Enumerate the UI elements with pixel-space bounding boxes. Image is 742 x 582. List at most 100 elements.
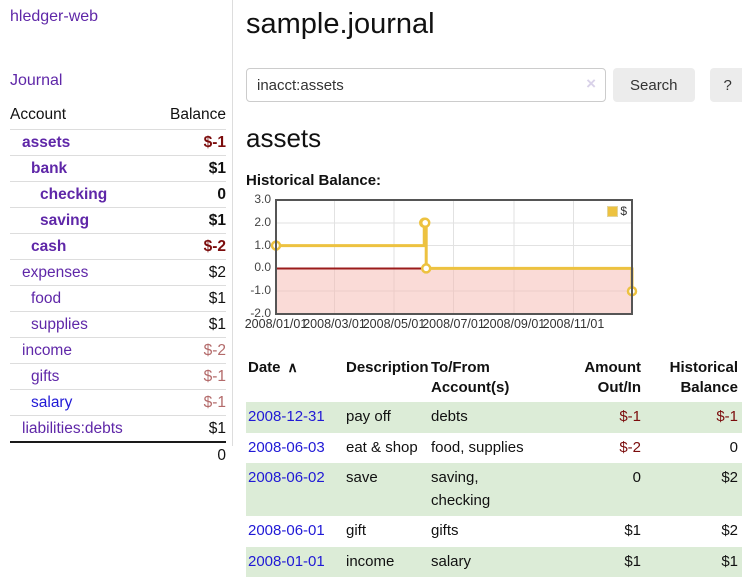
transaction-description: gift [346, 522, 367, 539]
y-axis-tick-label: 0.0 [254, 260, 271, 275]
journal-link[interactable]: Journal [10, 72, 63, 89]
account-row: assets $-1 [10, 129, 226, 156]
account-row: gifts $-1 [10, 363, 226, 390]
account-row: income $-2 [10, 337, 226, 364]
x-axis-tick-label: 2008/11/01 [542, 317, 605, 331]
account-link-food[interactable]: food [31, 289, 62, 307]
transaction-accounts: salary [431, 552, 472, 570]
account-row: supplies $1 [10, 311, 226, 338]
main-content: sample.journal × Search ? assets Histori… [233, 0, 742, 577]
x-axis-tick-label: 2008/09/01 [482, 317, 546, 331]
transaction-date-link[interactable]: 2008-06-03 [248, 438, 325, 456]
historical-balance-chart: 3.0 2.0 1.0 0.0 -1.0 -2.0 $ 2008/01/01 2008/03… [245, 192, 742, 338]
transaction-date-link[interactable]: 2008-06-01 [248, 522, 325, 539]
account-balance: $-2 [203, 237, 226, 255]
chart-section-title: Historical Balance: [246, 172, 382, 189]
x-axis-tick-label: 2008/03/01 [303, 317, 366, 331]
account-row: checking 0 [10, 181, 226, 208]
search-button[interactable]: Search [613, 68, 695, 102]
transaction-description: save [346, 469, 378, 486]
account-balance: 0 [217, 185, 226, 203]
account-row: cash $-2 [10, 233, 226, 260]
y-axis-tick-label: 1.0 [254, 237, 271, 252]
transaction-amount: $1 [624, 522, 641, 539]
transaction-balance: $1 [721, 552, 738, 570]
account-row: saving $1 [10, 207, 226, 234]
chart-canvas[interactable] [270, 199, 638, 315]
page-title: sample.journal [246, 8, 435, 40]
transaction-accounts: debts [431, 408, 468, 425]
register-col-header-description: Description [346, 359, 429, 376]
account-row: liabilities:debts $1 [10, 415, 226, 443]
balance-column-header: Balance [169, 106, 226, 123]
y-axis-tick-label: -2.0 [250, 306, 271, 320]
clear-search-icon[interactable]: × [586, 74, 596, 93]
account-link-cash[interactable]: cash [31, 237, 67, 255]
transaction-description: eat & shop [346, 438, 418, 456]
account-total-balance: 0 [154, 441, 226, 468]
account-row: salary $-1 [10, 389, 226, 416]
account-link-income[interactable]: income [22, 341, 72, 359]
transaction-row: 2008-06-02 save saving, checking 0 $2 [246, 463, 742, 516]
transaction-amount: $-2 [619, 438, 641, 456]
search-row: × Search ? [246, 68, 742, 102]
account-balance: $2 [208, 263, 226, 281]
account-balance: $-1 [203, 393, 226, 411]
account-link-liabilities-debts[interactable]: liabilities:debts [22, 419, 123, 437]
account-column-header: Account [10, 106, 67, 123]
sidebar: hledger-web Journal Account Balance asse… [0, 0, 233, 468]
transaction-date-link[interactable]: 2008-12-31 [248, 408, 325, 425]
chart-y-axis: 3.0 2.0 1.0 0.0 -1.0 -2.0 [246, 192, 276, 319]
legend-series-swatch-icon [607, 205, 619, 217]
x-axis-tick-label: 2008/01/01 [244, 317, 308, 331]
transaction-accounts: saving, checking [431, 469, 491, 509]
account-row: bank $1 [10, 155, 226, 182]
transaction-date-link[interactable]: 2008-06-02 [248, 469, 325, 486]
register-col-header-to-from: To/From Account(s) [431, 359, 510, 396]
transaction-balance: 0 [729, 438, 738, 456]
help-button[interactable]: ? [709, 68, 742, 102]
account-total-spacer [10, 441, 155, 468]
chart-legend: $ [605, 203, 629, 219]
search-input[interactable] [246, 68, 606, 102]
register-table-body: 2008-12-31 pay off debts $-1 $-1 2008-06-03 ea… [246, 402, 742, 577]
transaction-row: 2008-06-01 gift gifts $1 $2 [246, 516, 742, 547]
transaction-description: income [346, 552, 395, 570]
transaction-balance: $2 [721, 469, 738, 486]
chart-plot-area[interactable]: $ 2008/01/01 2008/03/01 2008/05/01 2008/07/… [245, 199, 638, 331]
transaction-accounts: food, supplies [431, 438, 524, 456]
x-axis-tick-label: 2008/05/01 [362, 317, 426, 331]
transaction-row: 2008-01-01 income salary $1 $1 [246, 546, 742, 577]
register-col-header-date[interactable]: Date ∧ [248, 359, 298, 376]
transaction-amount: 0 [632, 469, 641, 486]
search-field-wrapper: × [246, 68, 606, 102]
y-axis-tick-label: 3.0 [254, 192, 271, 206]
register-col-header-historical: Historical Balance [669, 359, 738, 396]
account-link-assets[interactable]: assets [22, 133, 71, 151]
chart-x-axis: 2008/01/01 2008/03/01 2008/05/01 2008/07/01… [245, 317, 632, 335]
transaction-description: pay off [346, 408, 391, 425]
transaction-amount: $1 [624, 552, 641, 570]
app-title-link[interactable]: hledger-web [10, 8, 99, 25]
transaction-date-link[interactable]: 2008-01-01 [248, 552, 325, 570]
account-link-salary[interactable]: salary [31, 393, 73, 411]
account-row: food $1 [10, 285, 226, 312]
transaction-accounts: gifts [431, 522, 459, 539]
register-table: Date ∧ Description To/From Account(s) Amount O… [246, 358, 742, 577]
account-row: expenses $2 [10, 259, 226, 286]
account-heading: assets [246, 123, 322, 153]
x-axis-tick-label: 2008/07/01 [422, 317, 485, 331]
account-balance-table: Account Balance assets $-1 bank $1 checking 0… [10, 103, 226, 468]
transaction-balance: $-1 [716, 408, 738, 425]
account-balance: $1 [208, 289, 226, 307]
account-link-gifts[interactable]: gifts [31, 367, 60, 385]
account-total-row: 0 [10, 441, 226, 468]
legend-series-label: $ [620, 204, 627, 218]
account-link-expenses[interactable]: expenses [22, 263, 89, 281]
account-link-supplies[interactable]: supplies [31, 315, 88, 333]
account-balance: $1 [208, 159, 226, 177]
account-link-checking[interactable]: checking [40, 185, 108, 203]
account-link-saving[interactable]: saving [40, 211, 90, 229]
account-link-bank[interactable]: bank [31, 159, 68, 177]
